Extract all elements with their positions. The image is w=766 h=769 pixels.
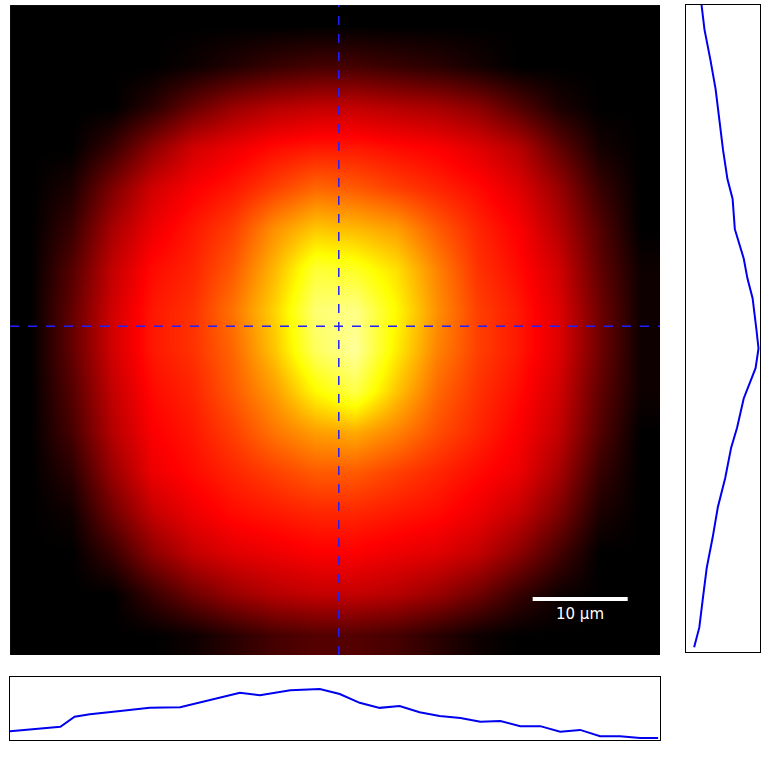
svg-text:10 µm: 10 µm [556, 605, 604, 623]
